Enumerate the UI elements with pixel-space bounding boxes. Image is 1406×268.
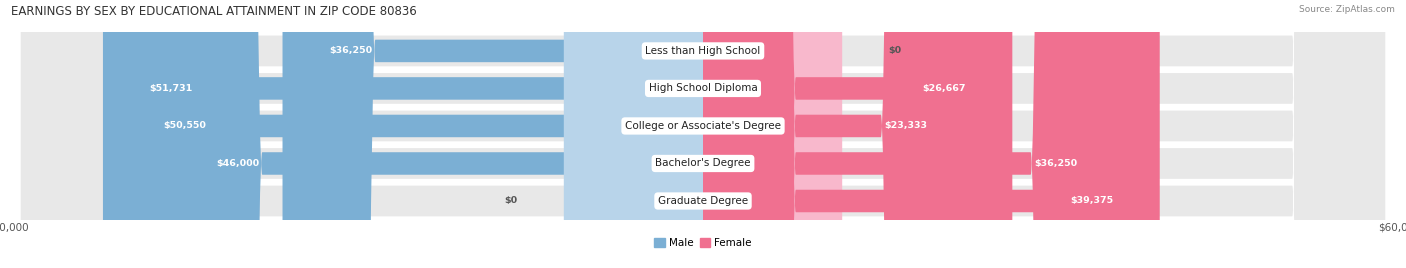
Text: College or Associate's Degree: College or Associate's Degree (626, 121, 780, 131)
Text: Bachelor's Degree: Bachelor's Degree (655, 158, 751, 169)
FancyBboxPatch shape (21, 0, 1385, 268)
FancyBboxPatch shape (703, 0, 842, 268)
Text: Source: ZipAtlas.com: Source: ZipAtlas.com (1299, 5, 1395, 14)
Text: $23,333: $23,333 (884, 121, 927, 131)
FancyBboxPatch shape (103, 0, 703, 268)
Text: $39,375: $39,375 (1070, 196, 1114, 206)
FancyBboxPatch shape (703, 0, 973, 268)
Text: Less than High School: Less than High School (645, 46, 761, 56)
FancyBboxPatch shape (283, 0, 703, 268)
FancyBboxPatch shape (703, 0, 1160, 268)
Text: $46,000: $46,000 (217, 159, 259, 168)
FancyBboxPatch shape (117, 0, 703, 268)
FancyBboxPatch shape (703, 0, 1012, 268)
Text: $50,550: $50,550 (163, 121, 205, 131)
FancyBboxPatch shape (21, 0, 1385, 268)
Text: $0: $0 (889, 46, 901, 55)
FancyBboxPatch shape (564, 0, 703, 268)
FancyBboxPatch shape (21, 0, 1385, 268)
Text: High School Diploma: High School Diploma (648, 83, 758, 94)
Text: $36,250: $36,250 (329, 46, 373, 55)
Text: EARNINGS BY SEX BY EDUCATIONAL ATTAINMENT IN ZIP CODE 80836: EARNINGS BY SEX BY EDUCATIONAL ATTAINMEN… (11, 5, 418, 18)
Text: $36,250: $36,250 (1033, 159, 1077, 168)
Text: $51,731: $51,731 (149, 84, 193, 93)
FancyBboxPatch shape (21, 0, 1385, 268)
FancyBboxPatch shape (170, 0, 703, 268)
Legend: Male, Female: Male, Female (654, 238, 752, 248)
Text: $0: $0 (505, 196, 517, 206)
FancyBboxPatch shape (21, 0, 1385, 268)
Text: $26,667: $26,667 (922, 84, 966, 93)
FancyBboxPatch shape (703, 0, 1123, 268)
Text: Graduate Degree: Graduate Degree (658, 196, 748, 206)
